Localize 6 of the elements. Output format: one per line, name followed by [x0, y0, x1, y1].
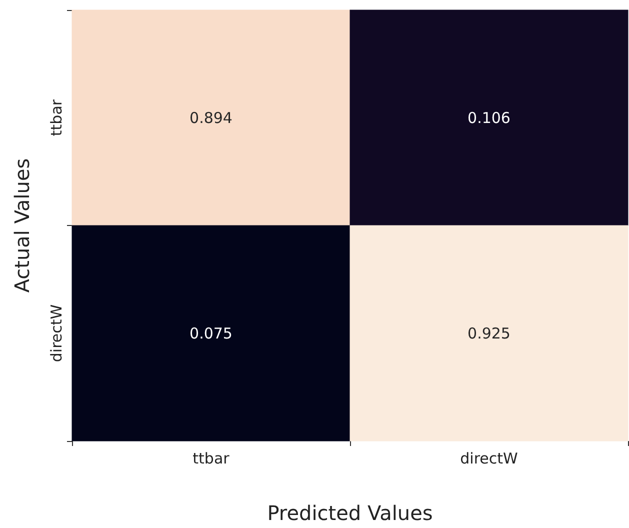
- data-label: 0.894: [190, 108, 232, 127]
- data-label: 0.925: [468, 324, 510, 342]
- data-label: 0.106: [468, 108, 510, 127]
- data-label: 0.075: [190, 324, 232, 342]
- y-axis-title: Actual Values: [10, 158, 34, 293]
- x-axis-title: Predicted Values: [267, 501, 433, 525]
